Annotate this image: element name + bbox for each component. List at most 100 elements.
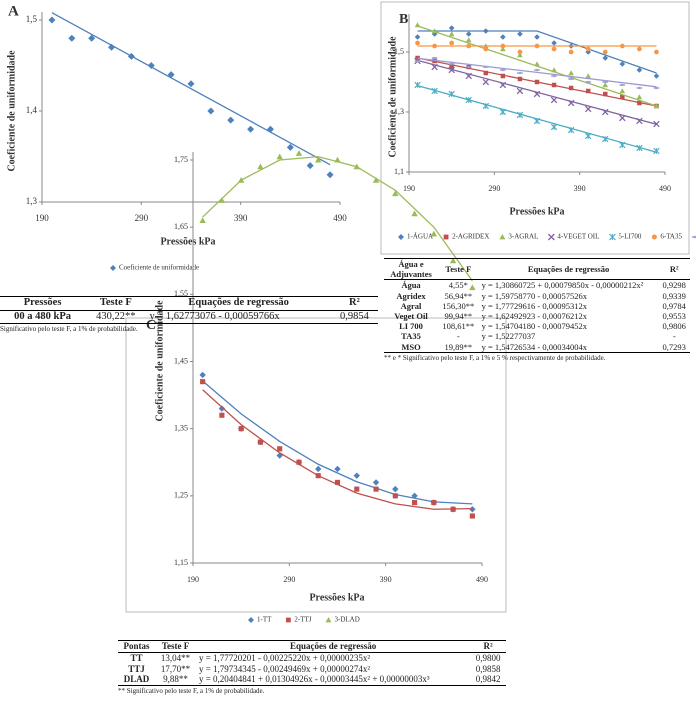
marker	[567, 126, 575, 134]
table-row: TA35 - y = 1,52277037 -	[384, 331, 690, 341]
table-a: Pressões Teste F Equações de regressão R² 00…	[0, 296, 378, 333]
marker	[412, 499, 418, 506]
table-row: Agral 156,30** y = 1,77729616 - 0,00095312…	[384, 301, 690, 311]
y-tick-label: 1,15	[174, 558, 188, 567]
y-tick-label: 1,4	[26, 105, 38, 115]
legend-label: 3-DLAD	[335, 616, 360, 624]
marker	[637, 100, 642, 106]
marker	[237, 176, 245, 183]
marker	[465, 31, 472, 37]
marker	[353, 163, 360, 170]
marker	[568, 77, 574, 81]
table-footnote: Significativo pelo teste F, a 1% de prob…	[0, 325, 138, 334]
marker	[431, 31, 438, 37]
marker	[465, 72, 472, 80]
legend-marker	[651, 234, 657, 240]
marker	[533, 90, 541, 98]
table-head: Pressões Teste F Equações de regressão R²	[0, 296, 378, 311]
marker	[88, 34, 96, 42]
marker	[653, 73, 660, 79]
header-cell: Teste F	[161, 641, 190, 651]
marker	[411, 210, 418, 217]
marker	[619, 114, 626, 122]
table-cell: DLAD	[123, 674, 150, 685]
x-tick-label: 390	[234, 213, 248, 223]
marker	[602, 55, 609, 61]
marker	[431, 56, 438, 60]
legend-marker	[609, 233, 616, 241]
y-axis-title: Coeficiente de uniformidade	[154, 300, 165, 422]
marker	[636, 86, 643, 90]
header-cell: Teste F	[99, 297, 132, 308]
marker	[315, 465, 322, 473]
marker	[637, 46, 642, 52]
table-footnote: ** e * Significativo pelo teste F, a 1% …	[384, 353, 606, 362]
marker	[415, 55, 420, 61]
trend-line	[417, 59, 657, 125]
marker	[585, 88, 591, 94]
marker	[517, 71, 523, 75]
marker	[414, 59, 421, 63]
header-cell: Água e Adjuvantes	[390, 259, 432, 280]
header-cell: Equações de regressão	[290, 641, 377, 651]
legend-marker	[285, 617, 291, 623]
table-cell: y = 1,59758770 - 0,00057526x	[481, 290, 588, 301]
legend-label: 4-VEGET OIL	[557, 233, 599, 241]
table-cell: MSO	[401, 341, 421, 352]
panel-letter: A	[8, 3, 19, 19]
marker	[315, 473, 321, 479]
marker	[465, 37, 472, 43]
table-row: 00 a 480 kPa 430,22** y = 1,62773076 - 0,0…	[0, 310, 378, 324]
marker	[354, 486, 360, 492]
table-cell: 0,9339	[662, 290, 686, 301]
legend-label: Coeficiente de uniformidade	[119, 264, 199, 272]
marker	[218, 405, 226, 412]
marker	[334, 479, 341, 485]
marker	[602, 80, 609, 84]
marker	[257, 163, 264, 170]
marker	[373, 486, 379, 492]
marker	[534, 68, 540, 72]
marker	[620, 94, 625, 100]
marker	[449, 40, 455, 46]
panel-letter: B	[399, 12, 408, 27]
marker	[550, 123, 558, 131]
marker	[584, 105, 592, 113]
y-tick-label: 1,3	[394, 107, 404, 116]
marker	[499, 81, 507, 89]
table-cell: 0,9784	[662, 300, 686, 311]
marker	[567, 99, 575, 107]
table-row: LI 700 108,61** y = 1,54704180 - 0,0007945…	[384, 321, 690, 331]
marker	[619, 141, 626, 149]
table-body: 00 a 480 kPa 430,22** y = 1,62773076 - 0,0…	[0, 310, 378, 324]
trend-line	[417, 57, 657, 88]
marker	[227, 116, 235, 124]
marker	[469, 284, 476, 291]
x-tick-label: 390	[574, 184, 586, 193]
marker	[448, 62, 455, 66]
marker	[414, 22, 421, 28]
marker	[533, 117, 541, 125]
legend-marker	[398, 234, 404, 240]
table: Água e Adjuvantes Teste F Equações de regr…	[384, 258, 690, 353]
table-cell: Agral	[400, 300, 422, 311]
marker	[450, 506, 456, 512]
table-cell: y = 1,54726534 - 0,00034004x	[481, 341, 588, 352]
header-cell: Equações de regressão	[527, 264, 610, 275]
marker	[431, 87, 438, 95]
marker	[482, 78, 490, 86]
marker	[247, 125, 255, 133]
table-cell: Veget Oil	[394, 310, 428, 321]
table-cell: 0,9800	[475, 652, 501, 663]
table-head: Pontas Teste F Equações de regressão R²	[118, 640, 506, 653]
panel-frame	[125, 317, 507, 613]
header-row: Pontas Teste F Equações de regressão R²	[118, 640, 506, 653]
marker	[295, 150, 303, 156]
marker	[602, 49, 608, 55]
y-tick-label: 1,25	[174, 491, 188, 500]
marker	[568, 49, 574, 55]
table-row: MSO 19,89** y = 1,54726534 - 0,00034004x 0,…	[384, 342, 690, 353]
marker	[483, 28, 489, 34]
marker	[585, 73, 591, 79]
x-tick-label: 490	[476, 575, 488, 584]
